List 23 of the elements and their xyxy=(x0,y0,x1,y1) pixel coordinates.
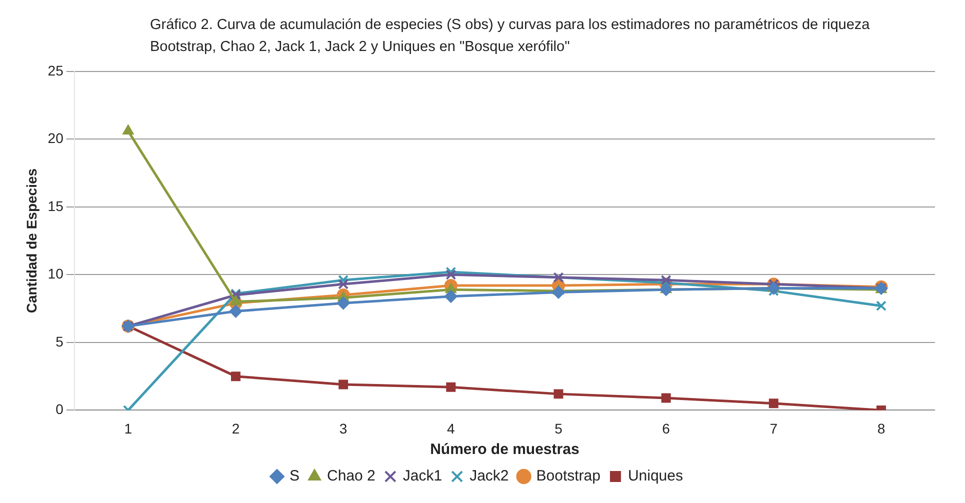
x-tick-label: 3 xyxy=(339,420,348,436)
legend-label: Bootstrap xyxy=(536,468,600,485)
y-tick-label: 15 xyxy=(48,198,64,214)
x-tick-label: 2 xyxy=(232,420,240,436)
y-tick-label: 5 xyxy=(56,333,64,350)
x-tick-label: 1 xyxy=(124,420,132,436)
x-tick-label: 4 xyxy=(447,420,455,436)
x-tick-label: 7 xyxy=(770,420,778,436)
x-tick-label: 5 xyxy=(554,420,563,436)
legend-label: Jack2 xyxy=(470,468,509,485)
x-tick-label: 8 xyxy=(877,420,886,436)
y-axis-title: Cantidad de Especies xyxy=(23,168,40,314)
legend-label: Jack1 xyxy=(402,468,442,485)
y-tick-label: 25 xyxy=(48,62,64,78)
y-tick-label: 20 xyxy=(48,130,64,146)
y-tick-label: 10 xyxy=(48,266,64,282)
legend-label: S xyxy=(290,468,300,485)
x-axis-title: Número de muestras xyxy=(430,441,580,458)
legend-label: Uniques xyxy=(628,468,684,485)
y-tick-label: 0 xyxy=(56,401,64,418)
x-tick-label: 6 xyxy=(662,420,670,436)
chart-title: Gráfico 2. Curva de acumulación de especies (S obs) y curvas para los estimadores no paramétricos de riqueza Bootstrap, Chao 2, Jack 1, Jack 2 y Uniques en "Bosque xerófilo" xyxy=(150,16,871,57)
legend-label: Chao 2 xyxy=(327,468,376,485)
